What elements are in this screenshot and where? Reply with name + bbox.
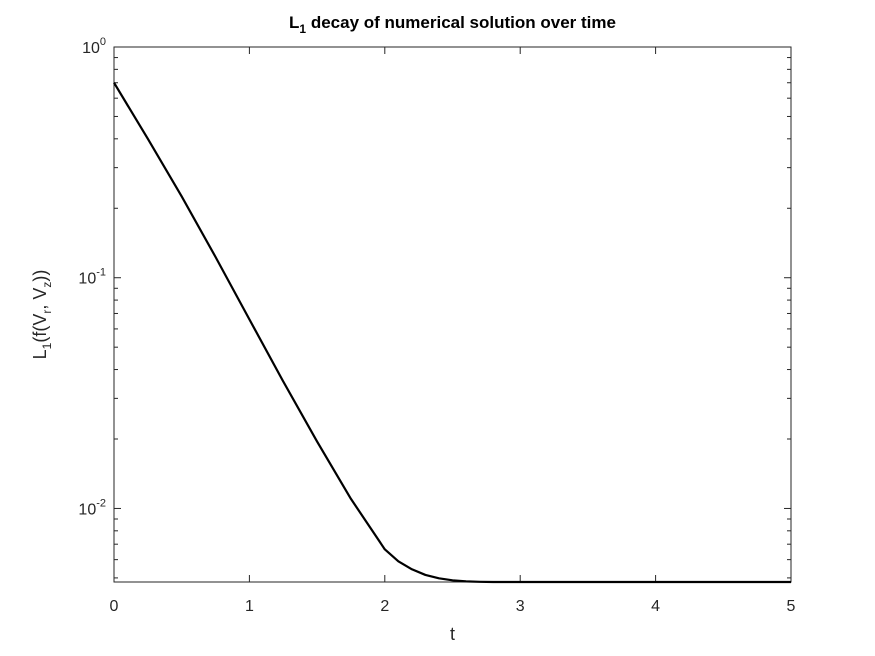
y-tick-label--2: 10-2 xyxy=(78,497,106,518)
x-tick-label-4: 4 xyxy=(651,598,660,615)
y-axis-label-text: L1(f(Vr, Vz)) xyxy=(30,270,54,360)
y-tick-exponent: 0 xyxy=(100,36,106,48)
y-label-part-3: r xyxy=(40,310,54,314)
y-label-part-6: )) xyxy=(30,270,50,282)
y-label-part-2: (f(V xyxy=(30,314,50,343)
y-label-part-0: L xyxy=(30,349,50,359)
title-subscript: 1 xyxy=(299,22,306,36)
y-axis-label: L1(f(Vr, Vz)) xyxy=(30,270,54,360)
y-tick-label-0: 100 xyxy=(82,36,106,57)
minor-ticks xyxy=(114,57,791,579)
y-tick-exponent: -2 xyxy=(96,497,106,509)
y-tick-base: 10 xyxy=(78,271,96,288)
y-label-part-4: , V xyxy=(30,288,50,310)
y-tick-label--1: 10-1 xyxy=(78,267,106,288)
x-tick-label-5: 5 xyxy=(787,598,796,615)
chart-title-text: L1 decay of numerical solution over time xyxy=(289,13,616,36)
y-tick-base: 10 xyxy=(82,40,100,57)
chart-title: L1 decay of numerical solution over time xyxy=(289,13,616,36)
x-tick-label-2: 2 xyxy=(380,598,389,615)
x-tick-label-3: 3 xyxy=(516,598,525,615)
x-tick-label-0: 0 xyxy=(110,598,119,615)
title-rest: decay of numerical solution over time xyxy=(306,13,616,32)
y-label-part-1: 1 xyxy=(40,342,54,349)
series-line-l1-decay xyxy=(113,82,791,584)
y-tick-base: 10 xyxy=(78,501,96,518)
title-main: L xyxy=(289,13,299,32)
x-tick-label-1: 1 xyxy=(245,598,254,615)
y-label-part-5: z xyxy=(40,282,54,288)
x-axis-label: t xyxy=(450,624,455,644)
plot-area xyxy=(113,46,792,583)
x-axis: 0 1 2 3 4 5 xyxy=(110,47,796,615)
y-tick-exponent: -1 xyxy=(96,267,106,279)
